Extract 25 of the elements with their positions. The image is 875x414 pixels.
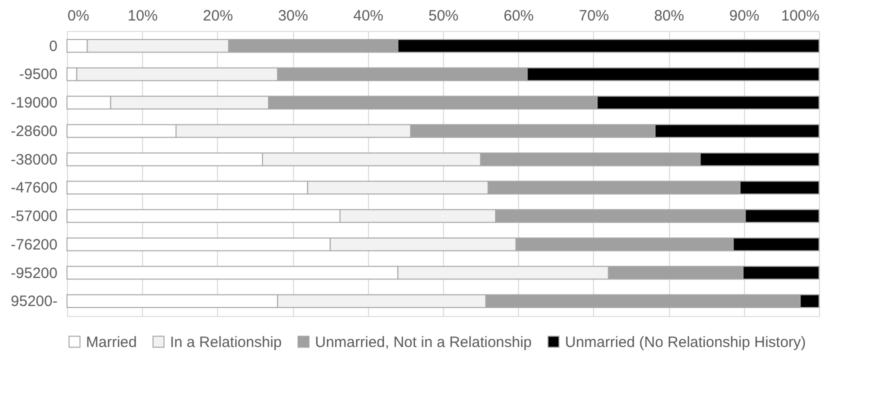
x-tick-label: 30%	[278, 8, 308, 24]
legend-label: Married	[86, 334, 137, 351]
y-tick-label: -57000	[10, 208, 58, 226]
legend-label: In a Relationship	[170, 334, 282, 351]
y-tick-label: -28600	[10, 122, 58, 140]
y-tick-label: -47600	[10, 180, 58, 197]
y-tick-label: 0	[49, 38, 58, 55]
y-tick-label: -95200	[10, 264, 58, 282]
legend-label: Unmarried, Not in a Relationship	[315, 334, 532, 351]
x-tick-label: 80%	[654, 8, 684, 24]
x-tick-label: 10%	[128, 8, 158, 24]
y-tick-label: -19000	[10, 94, 58, 112]
x-tick-label: 40%	[353, 8, 384, 24]
x-tick-label: 100%	[781, 8, 820, 24]
y-tick-label: -38000	[10, 151, 58, 168]
x-tick-label: 60%	[504, 8, 534, 24]
x-tick-label: 70%	[578, 8, 609, 24]
y-tick-label: -76200	[10, 236, 58, 254]
x-tick-label: 90%	[729, 8, 760, 24]
x-tick-label: 20%	[202, 8, 233, 24]
legend-label: Unmarried (No Relationship History)	[565, 334, 806, 351]
y-tick-label: -9500	[19, 66, 58, 84]
x-tick-label: 0%	[68, 8, 90, 24]
y-tick-label: 95200-	[10, 293, 58, 310]
x-tick-label: 50%	[428, 8, 459, 24]
